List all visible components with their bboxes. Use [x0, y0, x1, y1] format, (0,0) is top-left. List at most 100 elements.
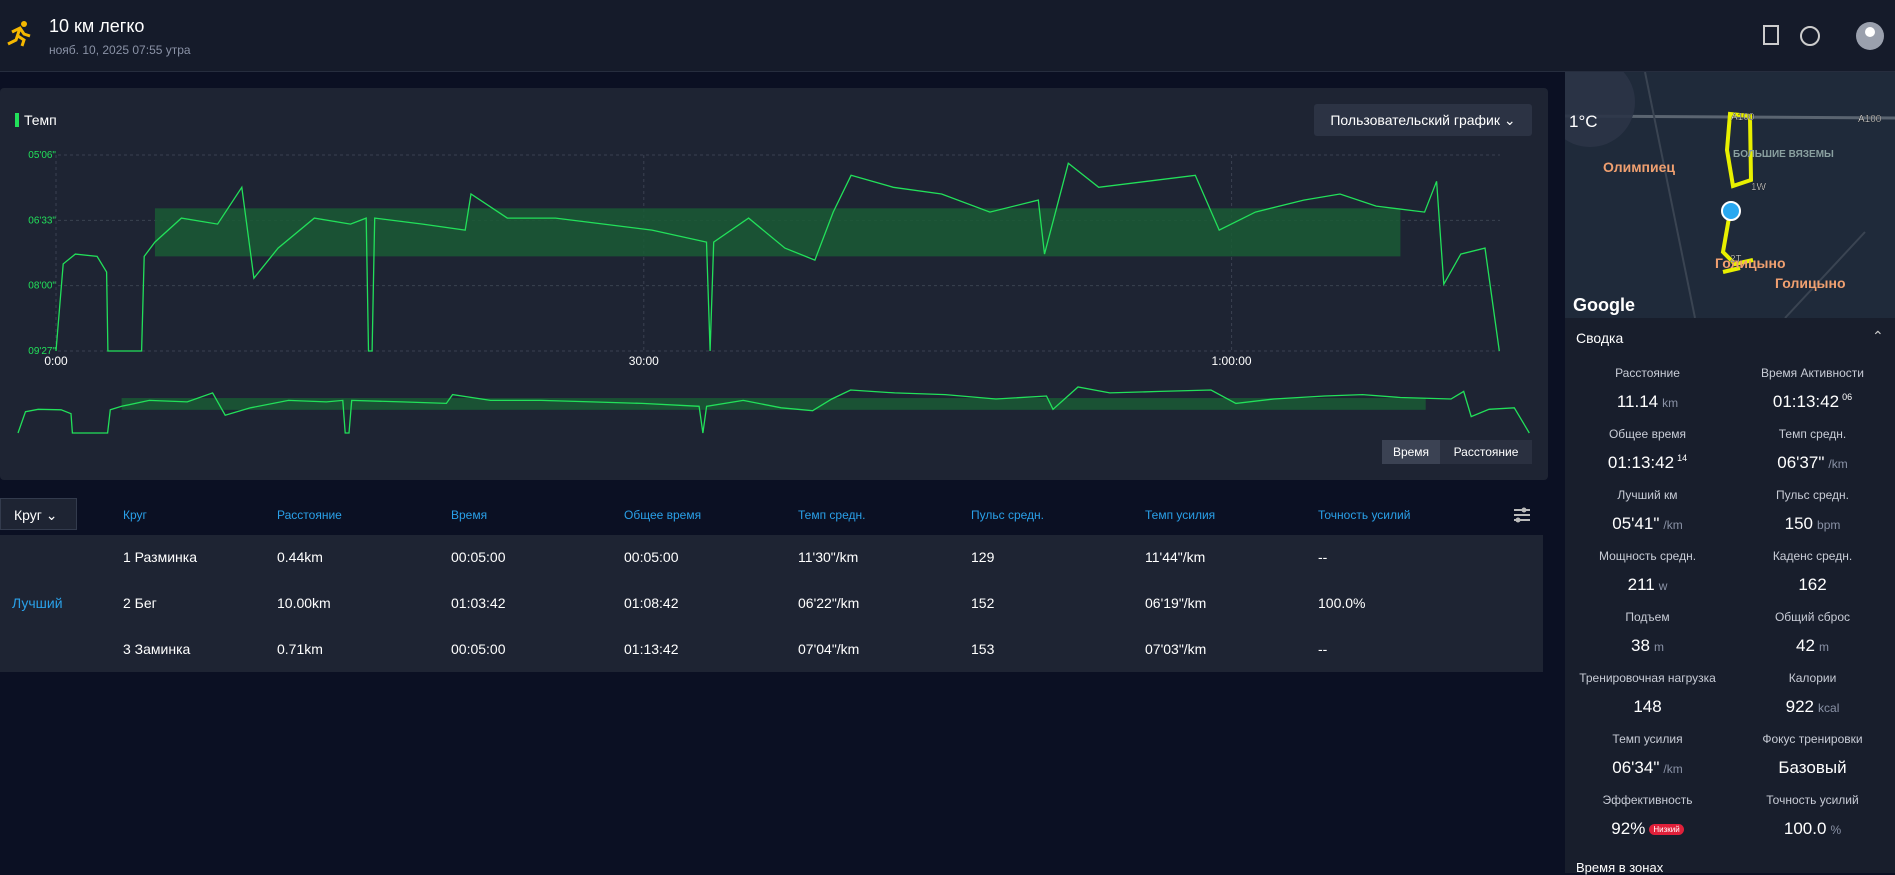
summary-label: Каденс средн.: [1772, 549, 1853, 563]
summary-title: Сводка: [1576, 330, 1624, 346]
summary-value: 01:13:42: [1607, 453, 1675, 472]
place-label: Голицыно: [1775, 275, 1846, 291]
table-cell: 00:05:00: [451, 549, 506, 565]
best-label: Лучший: [12, 595, 63, 611]
table-cell: 152: [971, 595, 995, 611]
summary-label: Пульс средн.: [1776, 488, 1849, 502]
toggle-button[interactable]: [1382, 440, 1440, 464]
summary-unit: /km: [1663, 518, 1683, 532]
summary-value-box: 162: [1730, 575, 1895, 595]
summary-value: 06'37": [1777, 453, 1825, 472]
table-cell: 06'22"/km: [798, 595, 860, 611]
dropdown-label: Пользовательский график: [1330, 112, 1501, 128]
table-cell: 100.0%: [1318, 595, 1366, 611]
summary-unit: bpm: [1817, 518, 1841, 532]
summary-value: 06'34": [1612, 758, 1660, 777]
summary-value-box: 148: [1565, 697, 1730, 717]
date: нояб. 10, 2025 07:55 утра: [49, 43, 191, 57]
column-header: Расстояние: [277, 508, 342, 522]
table-cell: 11'30"/km: [798, 549, 859, 565]
pace-line: [55, 162, 1500, 352]
next-section: Время в зонах: [1576, 860, 1664, 875]
summary-badge: Низкий: [1649, 824, 1684, 836]
target-zone: [121, 398, 1426, 410]
summary-label: Время Активности: [1761, 366, 1864, 380]
chart: 05'06" 06'33" 08'00" 09'27"0:00 30:00 1:00:00…: [17, 150, 1532, 464]
table-body: [0, 535, 1543, 672]
table-cell: 2 Бег: [123, 595, 157, 611]
y-tick-label: 05'06": [28, 150, 56, 161]
table-cell: 1 Разминка: [123, 549, 197, 565]
table-cell: 00:05:00: [451, 641, 506, 657]
x-tick-label: 0:00: [44, 354, 68, 368]
column-header: Круг: [123, 508, 147, 522]
column-header: Пульс средн.: [971, 508, 1044, 522]
road-label: A100: [1731, 112, 1755, 123]
y-tick-label: 08'00": [28, 281, 56, 292]
toggle-button[interactable]: [1440, 440, 1532, 464]
summary-value-box: 01:13:42 14: [1565, 453, 1730, 473]
summary-label: Эффективность: [1602, 793, 1693, 807]
sidebar: [1565, 318, 1895, 873]
lap-dropdown-label: Круг: [14, 507, 42, 523]
map[interactable]: 1°C Олимпиец Голицыно Голицыно БОЛЬШИЕ ВЯЗЕМ…: [1565, 72, 1895, 318]
table-cell: 10.00km: [277, 595, 331, 611]
table-cell: 3 Заминка: [123, 641, 191, 657]
table-cell: 01:03:42: [451, 595, 506, 611]
header-icons[interactable]: [1760, 22, 1890, 52]
summary-label: Мощность средн.: [1598, 549, 1697, 563]
summary-value-box: Базовый: [1730, 758, 1895, 778]
table-cell: --: [1318, 641, 1328, 657]
collapse-icon[interactable]: ⌃: [1872, 328, 1884, 344]
summary-value: 922: [1785, 697, 1815, 716]
summary-label: Темп средн.: [1778, 427, 1847, 441]
summary-value: 92%: [1611, 819, 1646, 838]
column-header: Общее время: [624, 508, 702, 522]
table-cell: 11'44"/km: [1145, 549, 1206, 565]
x-tick-label: 30:00: [629, 354, 659, 368]
summary-value-box: 38 m: [1565, 636, 1730, 656]
summary-value-box: 100.0%: [1730, 819, 1895, 839]
header: [0, 0, 1895, 72]
summary-label: Фокус тренировки: [1762, 732, 1863, 746]
chart-panel: [0, 88, 1548, 480]
summary-value: 100.0: [1783, 819, 1827, 838]
summary-value-box: 922 kcal: [1730, 697, 1895, 717]
summary-value-box: 01:13:42 06: [1730, 392, 1895, 412]
summary-unit: %: [1830, 823, 1842, 837]
table-cell: 07'03"/km: [1145, 641, 1207, 657]
summary-sup: 14: [1677, 453, 1688, 463]
table-settings[interactable]: [1512, 506, 1532, 524]
summary-value: 05'41": [1612, 514, 1660, 533]
lap-dropdown[interactable]: Круг ⌄: [0, 498, 77, 530]
summary-value: Базовый: [1778, 758, 1847, 777]
summary-value: 148: [1633, 697, 1662, 716]
legend-swatch: [15, 113, 19, 127]
road-label: A100: [1858, 114, 1882, 125]
place-label: БОЛЬШИЕ ВЯЗЕМЫ: [1733, 149, 1834, 160]
summary-label: Тренировочная нагрузка: [1579, 671, 1716, 685]
summary-label: Калории: [1788, 671, 1837, 685]
table-cell: 153: [971, 641, 995, 657]
summary-label: Общее время: [1608, 427, 1687, 441]
summary-value: 150: [1784, 514, 1814, 533]
y-tick-label: 09'27": [28, 346, 56, 357]
place-label: Голицыно: [1715, 255, 1786, 271]
column-header: Точность усилий: [1318, 508, 1411, 522]
x-tick-label: 1:00:00: [1212, 354, 1252, 368]
table-cell: 0.71km: [277, 641, 323, 657]
table-cell: 00:05:00: [624, 549, 679, 565]
temperature: 1°C: [1569, 112, 1598, 131]
legend-label: Темп: [24, 112, 57, 128]
summary-value: 42: [1796, 636, 1815, 655]
summary-unit: km: [1662, 396, 1679, 410]
summary-unit: /km: [1828, 457, 1848, 471]
table-cell: --: [1318, 549, 1328, 565]
summary-label: Лучший км: [1617, 488, 1678, 502]
summary-value: 211: [1627, 575, 1655, 594]
activity-icon: [7, 21, 31, 47]
table-cell: 07'04"/km: [798, 641, 860, 657]
chart-dropdown[interactable]: Пользовательский график ⌄: [1314, 104, 1532, 136]
summary-label: Подъем: [1625, 610, 1670, 624]
